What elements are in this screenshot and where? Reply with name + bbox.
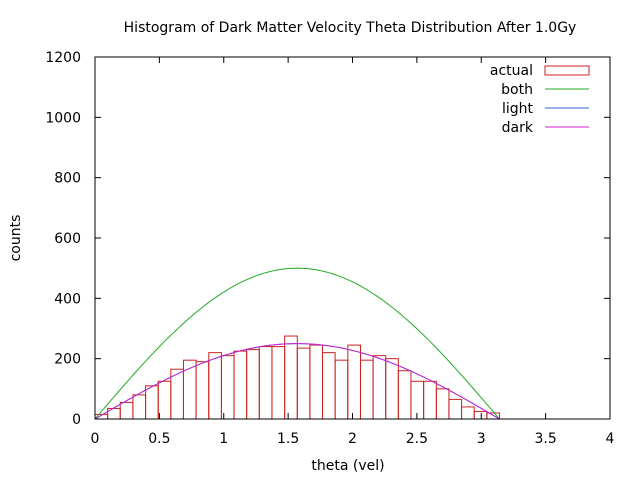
y-tick-label: 600	[54, 231, 81, 247]
legend-label-actual: actual	[490, 63, 533, 79]
x-tick-label: 2.5	[406, 431, 428, 447]
histogram-bar	[435, 388, 450, 420]
histogram-bar	[208, 352, 222, 420]
histogram-bar	[246, 349, 260, 420]
histogram-bar	[473, 410, 488, 420]
histogram-bar	[220, 355, 235, 420]
y-tick-label: 0	[72, 412, 81, 428]
curve-both	[94, 267, 500, 420]
x-tick-label: 0.5	[148, 431, 170, 447]
y-tick-label: 800	[54, 171, 81, 187]
x-tick-label: 3	[477, 431, 486, 447]
histogram-bars	[94, 335, 501, 420]
histogram-bar	[321, 352, 336, 420]
histogram-bar	[334, 359, 349, 420]
histogram-bar	[182, 359, 197, 420]
histogram-bar	[347, 344, 361, 420]
histogram-bar	[258, 346, 273, 420]
histogram-bar	[284, 335, 298, 420]
x-axis-label: theta (vel)	[311, 458, 384, 474]
y-tick-label: 400	[54, 291, 81, 307]
x-tick-label: 0	[91, 431, 100, 447]
histogram-bar	[309, 344, 324, 420]
legend-label-both: both	[501, 82, 533, 98]
y-tick-label: 1000	[45, 110, 81, 126]
x-tick-label: 4	[606, 431, 615, 447]
y-tick-label: 200	[54, 352, 81, 368]
legend: actual both light dark	[490, 63, 590, 136]
histogram-bar	[271, 346, 286, 420]
x-tick-label: 3.5	[534, 431, 556, 447]
histogram-bar	[119, 401, 134, 420]
histogram-bar	[195, 361, 210, 420]
legend-swatch-actual	[544, 65, 590, 76]
histogram-bar	[372, 355, 387, 420]
histogram-bar	[296, 347, 311, 420]
plot-frame	[94, 56, 611, 420]
curve-dark	[94, 343, 500, 420]
y-tick-label: 1200	[45, 50, 81, 66]
y-axis-label: counts	[8, 215, 24, 262]
histogram-bar	[448, 398, 463, 420]
histogram-bar	[461, 406, 475, 420]
histogram-bar	[423, 380, 437, 420]
histogram-bar	[385, 358, 399, 420]
histogram-bar	[132, 394, 147, 420]
x-tick-label: 1.5	[277, 431, 299, 447]
legend-label-dark: dark	[502, 120, 534, 136]
legend-label-light: light	[502, 101, 534, 117]
axis-ticks: 0 0.5 1 1.5 2 2.5 3 3.5 4 0 200 400 600 800 1000 1200	[45, 50, 614, 447]
chart-title: Histogram of Dark Matter Velocity Theta …	[124, 20, 577, 36]
fit-curves	[94, 267, 500, 420]
histogram-bar	[145, 385, 159, 420]
histogram-bar	[397, 370, 412, 420]
x-tick-label: 1	[219, 431, 228, 447]
x-tick-label: 2	[348, 431, 357, 447]
histogram-bar	[157, 380, 172, 420]
histogram-bar	[359, 359, 374, 420]
histogram-bar	[233, 350, 248, 420]
